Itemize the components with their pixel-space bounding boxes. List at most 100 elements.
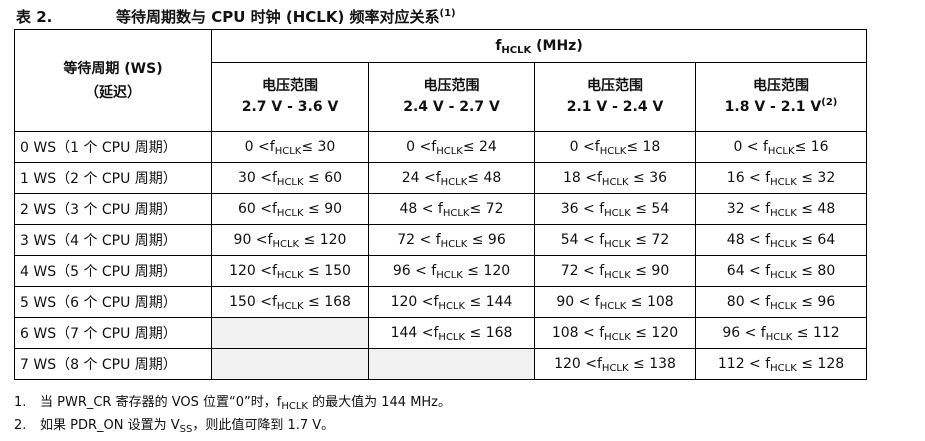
table-row: 0 WS（1 个 CPU 周期） 0 <fHCLK≤ 30 0 <fHCLK≤ 24… bbox=[14, 131, 868, 163]
wait-state-cell: 7 WS（8 个 CPU 周期） bbox=[14, 348, 212, 380]
range-lower: 16 < f bbox=[726, 170, 771, 186]
footnote-number: 2. bbox=[14, 418, 27, 433]
wait-state-cell: 4 WS（5 个 CPU 周期） bbox=[14, 255, 212, 287]
range-subscript: HCLK bbox=[604, 332, 631, 343]
range-subscript: HCLK bbox=[436, 146, 463, 157]
range-subscript: HCLK bbox=[604, 270, 631, 281]
frequency-range-cell: 48 < fHCLK≤ 72 bbox=[368, 193, 535, 225]
wait-state-table: 等待周期 (WS) （延迟） fHCLK (MHz) 电压范围 2.7 V - 3… bbox=[14, 29, 868, 380]
frequency-range-cell: 54 < fHCLK ≤ 72 bbox=[534, 224, 696, 256]
voltage-range-label: 电压范围 bbox=[753, 78, 810, 94]
range-lower: 120 <f bbox=[229, 263, 277, 279]
ws-header-line-1: 等待周期 (WS) bbox=[63, 60, 163, 77]
voltage-range-header: 电压范围 2.1 V - 2.4 V bbox=[534, 62, 696, 132]
empty-cell bbox=[211, 348, 369, 380]
footnote-text: 如果 PDR_ON 设置为 V bbox=[40, 418, 180, 433]
freq-symbol: f bbox=[495, 38, 502, 54]
range-upper: ≤ 72 bbox=[469, 201, 504, 217]
range-subscript: HCLK bbox=[770, 177, 797, 188]
voltage-range-value: 2.1 V - 2.4 V bbox=[536, 97, 695, 118]
voltage-range-text: 2.4 V - 2.7 V bbox=[403, 99, 500, 115]
range-upper: ≤ 36 bbox=[628, 170, 668, 186]
table-body: 0 WS（1 个 CPU 周期） 0 <fHCLK≤ 30 0 <fHCLK≤ 24… bbox=[14, 131, 868, 380]
range-subscript: HCLK bbox=[438, 301, 466, 312]
range-subscript: HCLK bbox=[440, 177, 468, 188]
ws-column-header: 等待周期 (WS) （延迟） bbox=[14, 29, 212, 132]
range-subscript: HCLK bbox=[770, 301, 797, 312]
range-upper: ≤ 120 bbox=[630, 325, 679, 341]
table-row: 7 WS（8 个 CPU 周期） 120 <fHCLK ≤ 138 112 < fH… bbox=[14, 348, 868, 380]
freq-subscript: HCLK bbox=[501, 45, 532, 56]
range-upper: ≤ 72 bbox=[630, 232, 670, 248]
range-subscript: HCLK bbox=[442, 208, 470, 219]
frequency-range-cell: 96 < fHCLK ≤ 112 bbox=[694, 317, 868, 349]
empty-cell bbox=[211, 317, 369, 349]
voltage-range-label: 电压范围 bbox=[423, 78, 480, 94]
footnote-number: 1. bbox=[14, 395, 27, 410]
caption-footnote-ref: (1) bbox=[439, 8, 456, 19]
table-row: 4 WS（5 个 CPU 周期） 120 <f HCLK ≤ 150 96 < f HC… bbox=[14, 255, 868, 287]
range-upper: ≤ 120 bbox=[462, 263, 511, 279]
range-upper: ≤ 128 bbox=[796, 356, 845, 372]
wait-state-cell: 6 WS（7 个 CPU 周期） bbox=[14, 317, 212, 349]
frequency-range-cell: 30 <fHCLK ≤ 60 bbox=[211, 162, 369, 194]
range-lower: 120 <f bbox=[554, 356, 602, 372]
range-subscript: HCLK bbox=[604, 208, 631, 219]
ws-header-line-2: （延迟） bbox=[85, 84, 141, 101]
voltage-range-header: 电压范围 1.8 V - 2.1 V(2) bbox=[694, 62, 868, 132]
table-number: 表 2. bbox=[16, 8, 53, 26]
range-lower: 108 < f bbox=[551, 325, 605, 341]
frequency-range-cell: 0 < fHCLK≤ 16 bbox=[694, 131, 868, 163]
range-upper: ≤ 150 bbox=[303, 263, 351, 279]
frequency-range-cell: 90 <fHCLK ≤ 120 bbox=[211, 224, 369, 256]
range-upper: ≤ 168 bbox=[303, 294, 351, 310]
range-subscript: HCLK bbox=[599, 301, 627, 312]
range-upper: ≤ 90 bbox=[303, 201, 343, 217]
range-lower: 96 < f bbox=[392, 263, 437, 279]
frequency-range-cell: 72 < fHCLK ≤ 96 bbox=[368, 224, 535, 256]
range-lower: 90 < f bbox=[556, 294, 600, 310]
wait-state-cell: 1 WS（2 个 CPU 周期） bbox=[14, 162, 212, 194]
range-subscript: HCLK bbox=[601, 177, 629, 188]
range-lower: 48 < f bbox=[399, 201, 443, 217]
range-lower: 0 <f bbox=[406, 139, 437, 155]
frequency-range-cell: 36 < fHCLK ≤ 54 bbox=[534, 193, 696, 225]
frequency-range-cell: 0 <fHCLK≤ 18 bbox=[534, 131, 696, 163]
range-upper: ≤ 54 bbox=[630, 201, 670, 217]
frequency-range-cell: 90 < fHCLK ≤ 108 bbox=[534, 286, 696, 318]
range-lower: 32 < f bbox=[726, 201, 771, 217]
frequency-range-cell: 0 <fHCLK≤ 24 bbox=[368, 131, 535, 163]
voltage-range-header: 电压范围 2.4 V - 2.7 V bbox=[368, 62, 535, 132]
frequency-range-cell: 120 <fHCLK ≤ 138 bbox=[534, 348, 696, 380]
freq-unit: (MHz) bbox=[531, 38, 583, 54]
range-lower: 90 <f bbox=[233, 232, 273, 248]
voltage-range-value: 1.8 V - 2.1 V(2) bbox=[697, 97, 866, 118]
range-subscript: HCLK bbox=[601, 363, 629, 374]
range-subscript: HCLK bbox=[765, 332, 793, 343]
footnote-text-end: ，则此值可降到 1.7 V。 bbox=[192, 418, 335, 433]
range-lower: 64 < f bbox=[726, 263, 771, 279]
frequency-range-cell: 72 < fHCLK ≤ 90 bbox=[534, 255, 696, 287]
range-lower: 120 <f bbox=[390, 294, 439, 310]
frequency-range-cell: 18 <fHCLK ≤ 36 bbox=[534, 162, 696, 194]
range-lower: 150 <f bbox=[229, 294, 277, 310]
range-subscript: HCLK bbox=[599, 146, 627, 157]
table-row: 3 WS（4 个 CPU 周期） 90 <fHCLK ≤ 120 72 < fHCL… bbox=[14, 224, 868, 256]
empty-cell bbox=[368, 348, 535, 380]
voltage-range-value: 2.4 V - 2.7 V bbox=[370, 97, 534, 118]
range-subscript: HCLK bbox=[770, 208, 797, 219]
range-upper: ≤ 24 bbox=[462, 139, 497, 155]
range-subscript: HCLK bbox=[274, 146, 302, 157]
wait-state-cell: 5 WS（6 个 CPU 周期） bbox=[14, 286, 212, 318]
range-subscript: HCLK bbox=[770, 270, 797, 281]
range-lower: 24 <f bbox=[401, 170, 441, 186]
range-lower: 96 < f bbox=[722, 325, 766, 341]
range-upper: ≤ 112 bbox=[792, 325, 840, 341]
footnote-text: 当 PWR_CR 寄存器的 VOS 位置“0”时，f bbox=[40, 395, 282, 410]
range-subscript: HCLK bbox=[438, 332, 466, 343]
range-upper: ≤ 16 bbox=[794, 139, 829, 155]
range-upper: ≤ 32 bbox=[796, 170, 836, 186]
range-lower: 144 <f bbox=[390, 325, 439, 341]
footnote-text-end: 的最大值为 144 MHz。 bbox=[307, 395, 452, 410]
wait-state-cell: 0 WS（1 个 CPU 周期） bbox=[14, 131, 212, 163]
